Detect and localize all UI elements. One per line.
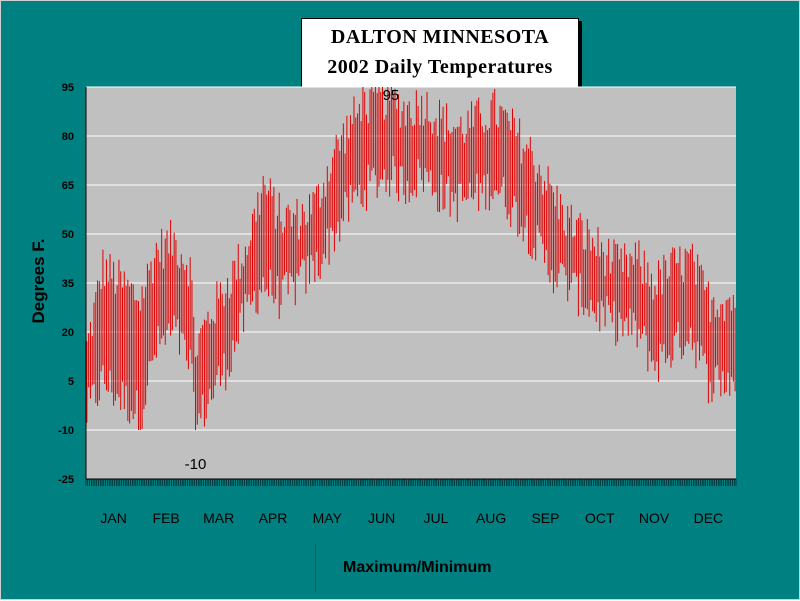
x-tick-label-month: MAR <box>203 510 234 526</box>
x-tick-label-month: AUG <box>476 510 506 526</box>
legend-label: Maximum/Minimum <box>343 559 492 576</box>
x-tick-label-month: APR <box>259 510 288 526</box>
y-tick-label: 80 <box>62 131 74 143</box>
x-tick-label-month: JUL <box>423 510 448 526</box>
y-tick-label: 5 <box>68 376 74 388</box>
annotation-label: 95 <box>383 87 400 104</box>
chart-title: DALTON MINNESOTA <box>330 26 550 48</box>
y-tick-label: 50 <box>62 229 74 241</box>
y-tick-label: 95 <box>62 82 74 94</box>
x-tick-label-month: SEP <box>531 510 559 526</box>
legend-swatch <box>315 544 316 592</box>
x-tick-label-month: JUN <box>368 510 395 526</box>
chart-title-box: DALTON MINNESOTA 2002 Daily Temperatures <box>301 18 579 88</box>
y-tick-label: -10 <box>58 425 74 437</box>
y-tick-label: 20 <box>62 327 74 339</box>
y-tick-label: 65 <box>62 180 74 192</box>
x-tick-label-month: DEC <box>694 510 724 526</box>
x-tick-label-month: MAY <box>313 510 343 526</box>
x-tick-label-month: JAN <box>100 510 126 526</box>
y-axis-label: Degrees F. <box>29 238 48 324</box>
x-tick-label-month: OCT <box>585 510 615 526</box>
y-tick-label: 35 <box>62 278 74 290</box>
annotation-label: -10 <box>185 456 207 473</box>
x-tick-label-month: FEB <box>153 510 180 526</box>
y-tick-label: -25 <box>58 474 74 486</box>
chart-subtitle: 2002 Daily Temperatures <box>327 56 553 78</box>
x-tick-label-month: NOV <box>639 510 670 526</box>
